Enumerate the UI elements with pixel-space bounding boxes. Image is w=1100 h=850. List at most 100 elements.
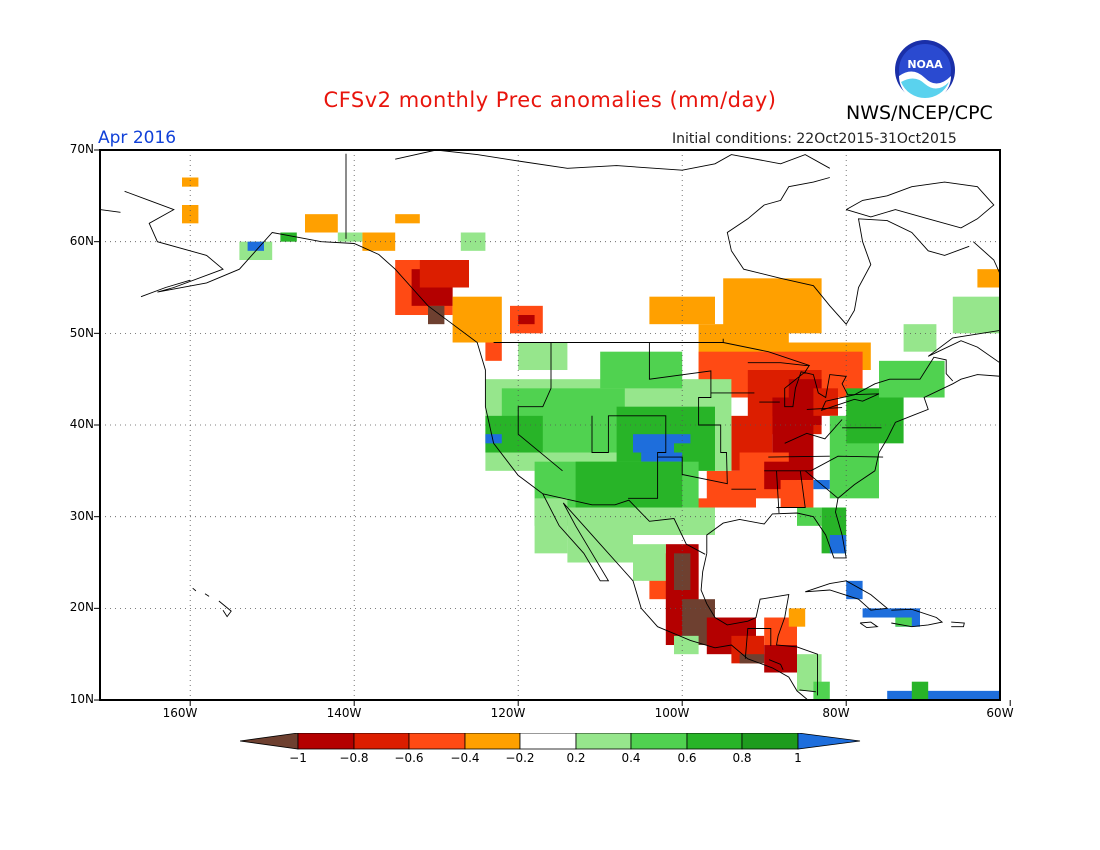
colorbar-seg-3 [408, 733, 466, 750]
anomaly-cell [813, 681, 830, 700]
coastline [825, 356, 954, 402]
lat-label-30n: 30N [69, 509, 94, 523]
lat-label-40n: 40N [69, 417, 94, 431]
coastline [700, 553, 818, 696]
anomaly-cell [788, 608, 806, 627]
anomaly-cell [780, 480, 814, 508]
anomaly-cell [395, 214, 420, 224]
anomaly-cell [247, 241, 264, 251]
anomaly-cell [182, 205, 199, 224]
anomaly-cell [887, 690, 1000, 700]
colorbar-label: 1 [794, 751, 802, 765]
anomaly-cell [362, 232, 396, 251]
colorbar-label: 0.2 [566, 751, 586, 765]
lat-label-50n: 50N [69, 326, 94, 340]
agency-label: NWS/NCEP/CPC [846, 102, 993, 124]
coastline [542, 493, 706, 555]
colorbar-seg-9 [741, 733, 799, 750]
colorbar-label: −0.8 [339, 751, 369, 765]
lat-label-20n: 20N [69, 600, 94, 614]
anomaly-cell [674, 553, 691, 591]
anomaly-cell [460, 232, 486, 251]
coastline [776, 470, 780, 514]
coastline [799, 689, 816, 693]
lat-label-10n: 10N [69, 692, 94, 706]
initial-conditions: Initial conditions: 22Oct2015-31Oct2015 [672, 131, 957, 147]
lon-label-160w: 160W [162, 706, 198, 720]
colorbar-seg-8 [686, 733, 743, 750]
colorbar-seg-2 [353, 733, 410, 750]
anomaly-cell [739, 654, 765, 664]
colorbar-seg-1 [297, 733, 355, 750]
coastline [100, 209, 121, 213]
lat-label-60n: 60N [69, 234, 94, 248]
anomaly-cells [182, 177, 1000, 700]
lon-label-120w: 120W [490, 706, 526, 720]
coastline [726, 177, 830, 251]
lon-label-60w: 60W [986, 706, 1014, 720]
anomaly-cell [485, 342, 502, 361]
coastline [731, 218, 970, 325]
anomaly-cell [485, 434, 502, 444]
anomaly-cell [862, 608, 904, 618]
coastline [805, 580, 889, 611]
colorbar-lt-minus1 [240, 733, 299, 750]
anomaly-cell [452, 296, 502, 343]
lon-label-100w: 100W [654, 706, 690, 720]
colorbar-label: −0.2 [505, 751, 535, 765]
anomaly-cell [534, 498, 568, 554]
colorbar-label: 0.6 [677, 751, 697, 765]
anomaly-cell [518, 315, 535, 325]
coastline [140, 279, 191, 298]
coastline [204, 593, 210, 597]
colorbar-seg-4 [464, 733, 521, 750]
colorbar-gt-1 [797, 733, 861, 750]
anomaly-cell [674, 635, 699, 655]
coastline [859, 621, 879, 629]
coastline [648, 342, 728, 485]
coastline [806, 407, 843, 410]
coastline [192, 587, 197, 592]
coastline [747, 362, 880, 412]
coastline [891, 608, 944, 628]
coastline [744, 628, 772, 659]
anomaly-cell [952, 296, 1000, 334]
anomaly-cell [428, 305, 445, 325]
anomaly-cell [182, 177, 199, 187]
anomaly-cell [797, 507, 822, 526]
coastline [395, 150, 831, 171]
noaa-logo: NOAA [895, 40, 955, 102]
colorbar-seg-6 [575, 733, 632, 750]
forecast-month: Apr 2016 [98, 128, 177, 148]
coastline [517, 342, 563, 472]
lat-label-70n: 70N [69, 142, 94, 156]
anomaly-cell [829, 535, 847, 554]
coastline [768, 659, 784, 670]
coastline [723, 342, 810, 366]
coastline [124, 190, 809, 700]
anomaly-cell [600, 351, 683, 389]
coastline [768, 455, 830, 458]
anomaly-cell [419, 260, 469, 288]
colorbar-label: −1 [289, 751, 307, 765]
anomaly-cell [674, 434, 691, 444]
coastline [764, 455, 884, 472]
anomaly-cell [337, 232, 363, 242]
colorbar-seg-5 [519, 733, 577, 750]
anomaly-cell [911, 681, 929, 700]
coastline [591, 415, 667, 499]
lon-label-80w: 80W [822, 706, 850, 720]
anomaly-cell [977, 269, 1000, 288]
coastline [951, 621, 965, 628]
colorbar-label: 0.4 [621, 751, 641, 765]
colorbar [240, 733, 861, 750]
coastline [776, 470, 806, 508]
colorbar-seg-7 [630, 733, 688, 750]
logo-text: NOAA [907, 58, 943, 71]
colorbar-label: −0.4 [450, 751, 480, 765]
anomaly-cell [305, 214, 338, 233]
colorbar-label: 0.8 [732, 751, 752, 765]
coastlines [100, 150, 1000, 700]
anomaly-cell [567, 507, 633, 563]
